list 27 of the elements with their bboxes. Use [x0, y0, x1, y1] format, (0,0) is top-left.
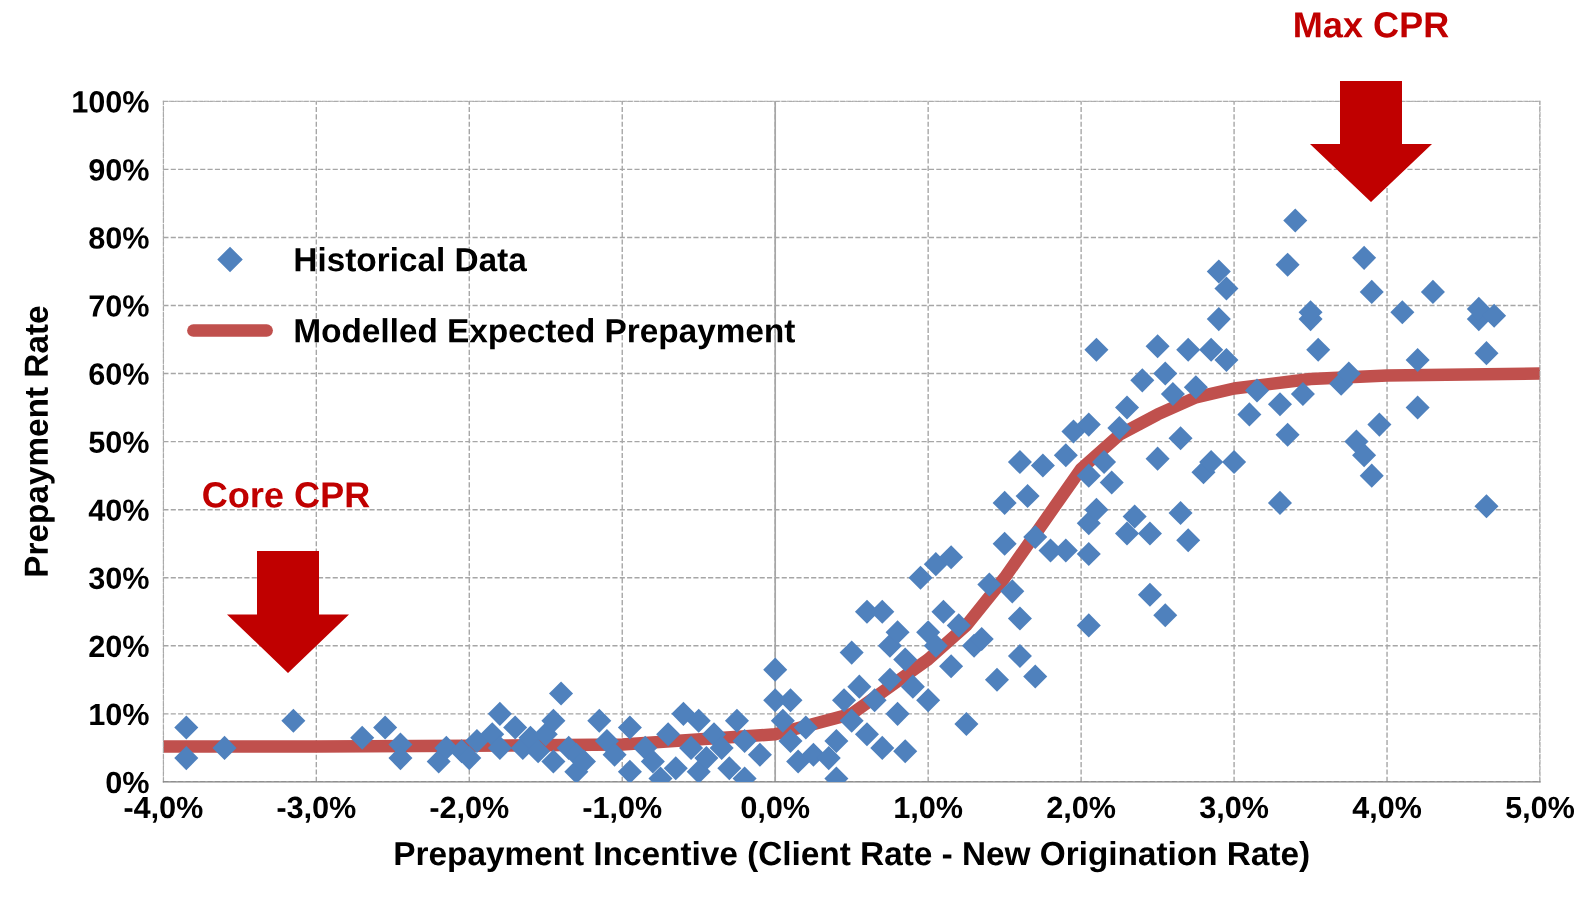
y-tick-label: 70%: [89, 295, 149, 317]
x-tick-label: -1,0%: [583, 796, 662, 823]
x-tick-label: 2,0%: [1047, 796, 1116, 823]
y-tick-label: 20%: [89, 635, 149, 658]
y-tick-label: 60%: [89, 363, 149, 385]
y-tick-label: 50%: [89, 431, 149, 453]
x-tick-label: 0,0%: [741, 796, 810, 823]
x-tick-label: 1,0%: [895, 796, 963, 823]
x-tick-label: 4,0%: [1352, 796, 1422, 823]
legend-label: Historical Data: [295, 247, 527, 272]
y-tick-label: 40%: [88, 499, 149, 522]
x-tick-label: -2,0%: [430, 796, 509, 823]
y-axis-title: Prepayment Rate: [24, 306, 55, 576]
y-tick-label: 0%: [106, 771, 149, 794]
y-tick-label: 10%: [90, 703, 149, 726]
y-tick-label: 30%: [89, 567, 149, 590]
x-tick-label: -3,0%: [277, 796, 356, 823]
x-tick-label: 3,0%: [1199, 796, 1269, 823]
x-tick-label: 5,0%: [1506, 796, 1575, 823]
annotation: Core CPR: [203, 482, 370, 508]
y-tick-label: 80%: [89, 227, 149, 249]
y-tick-label: 90%: [89, 159, 149, 181]
x-tick-label: -4,0%: [124, 796, 203, 823]
legend-label: Modelled Expected Prepayment: [295, 318, 795, 350]
x-axis-title: Prepayment Incentive (Client Rate - New Origination Rate): [395, 840, 1309, 873]
text: Max CPR: [1295, 12, 1449, 38]
y-tick-label: 100%: [73, 91, 149, 113]
